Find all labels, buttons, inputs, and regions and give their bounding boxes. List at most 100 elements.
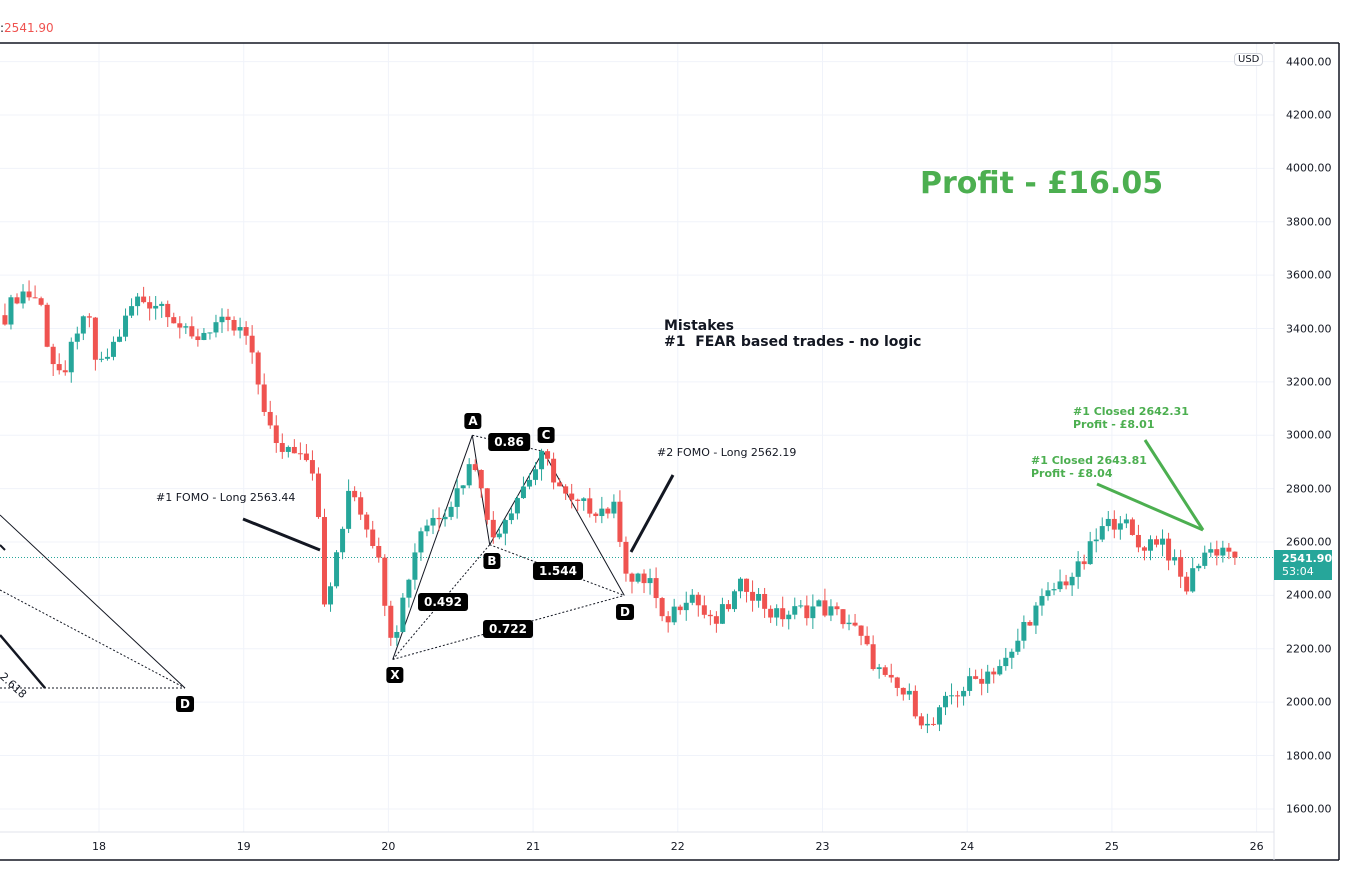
mistakes-item: #1 FEAR based trades - no logic xyxy=(664,334,922,350)
ratio-bd[interactable]: 1.544 xyxy=(533,562,583,580)
candle-up xyxy=(924,723,930,726)
candle-down xyxy=(321,517,327,605)
closed1-note[interactable]: #1 Closed 2642.31 Profit - £8.01 xyxy=(1073,405,1189,431)
candle-up xyxy=(159,303,165,306)
candle-up xyxy=(683,602,689,611)
candle-down xyxy=(303,453,309,461)
candle-up xyxy=(1208,549,1214,553)
currency-badge[interactable]: USD xyxy=(1234,53,1264,66)
pattern-point-b[interactable]: B xyxy=(483,553,501,569)
candle-down xyxy=(623,541,629,574)
candle-up xyxy=(68,341,74,373)
candle-up xyxy=(1045,590,1051,597)
fomo2-note[interactable]: #2 FOMO - Long 2562.19 xyxy=(657,446,797,459)
candle-down xyxy=(605,508,611,514)
candle-down xyxy=(569,493,575,500)
candle-up xyxy=(1051,589,1057,591)
ratio-xb[interactable]: 0.492 xyxy=(418,593,468,611)
candle-up xyxy=(442,516,448,520)
candle-up xyxy=(810,606,816,619)
left-pattern-tick xyxy=(0,544,6,551)
candle-down xyxy=(707,614,713,617)
candle-up xyxy=(334,552,340,587)
candle-down xyxy=(888,674,894,678)
time-tick: 23 xyxy=(815,840,830,853)
left-pattern-point-d[interactable]: D xyxy=(176,696,194,712)
time-tick: 18 xyxy=(92,840,106,853)
pattern-ratio-xb xyxy=(392,544,491,660)
candle-down xyxy=(665,616,671,623)
candle-down xyxy=(436,517,442,520)
candle-down xyxy=(382,557,388,606)
candle-up xyxy=(539,451,545,470)
candle-down xyxy=(894,677,900,688)
candle-down xyxy=(834,606,840,610)
mistakes-note[interactable]: Mistakes #1 FEAR based trades - no logic xyxy=(664,318,921,350)
candle-up xyxy=(1069,576,1075,586)
time-tick: 19 xyxy=(236,840,251,853)
pattern-point-x[interactable]: X xyxy=(386,667,404,683)
candle-down xyxy=(587,498,593,514)
candle-down xyxy=(1063,581,1069,586)
closed2-arrow xyxy=(1096,482,1204,532)
candle-down xyxy=(279,443,285,452)
ratio-ac[interactable]: 0.86 xyxy=(488,433,530,451)
candle-down xyxy=(195,336,201,341)
ratio-xd[interactable]: 0.722 xyxy=(483,620,533,638)
time-tick: 26 xyxy=(1249,840,1264,853)
candle-down xyxy=(273,425,279,444)
candle-down xyxy=(677,606,683,611)
candle-up xyxy=(1160,538,1166,545)
candle-down xyxy=(701,605,707,615)
candle-up xyxy=(906,690,912,695)
price-tick: 3000.00 xyxy=(1286,428,1332,442)
candle-up xyxy=(936,707,942,725)
profit-total-text[interactable]: Profit - £16.05 xyxy=(920,166,1164,201)
price-tick: 2000.00 xyxy=(1286,695,1332,709)
candle-up xyxy=(502,520,508,534)
candle-down xyxy=(243,327,249,336)
candle-down xyxy=(858,625,864,636)
candle-down xyxy=(955,695,961,697)
candle-down xyxy=(225,316,231,320)
candle-down xyxy=(490,519,496,538)
candle-up xyxy=(496,533,502,538)
candle-up xyxy=(213,322,219,333)
price-tick: 3600.00 xyxy=(1286,268,1332,282)
candle-down xyxy=(147,302,153,309)
time-tick: 20 xyxy=(381,840,396,853)
candle-up xyxy=(647,578,653,584)
candle-down xyxy=(979,678,985,684)
candle-down xyxy=(376,545,382,558)
candle-up xyxy=(418,531,424,553)
pattern-point-a[interactable]: A xyxy=(464,413,482,429)
candle-up xyxy=(1117,523,1123,530)
candle-up xyxy=(135,296,141,307)
candle-up xyxy=(110,341,116,357)
candle-down xyxy=(918,716,924,726)
candle-down xyxy=(804,605,810,619)
candle-down xyxy=(744,578,750,592)
candle-down xyxy=(1027,621,1033,626)
candle-up xyxy=(80,316,86,334)
candle-up xyxy=(942,695,948,708)
closed1-line1: #1 Closed 2642.31 xyxy=(1073,405,1189,418)
candle-up xyxy=(1015,640,1021,652)
fomo1-note[interactable]: #1 FOMO - Long 2563.44 xyxy=(156,491,296,504)
candle-up xyxy=(967,676,973,691)
candle-down xyxy=(1141,547,1147,551)
candle-down xyxy=(141,296,147,303)
candle-up xyxy=(460,485,466,489)
candle-up xyxy=(328,586,334,605)
closed2-note[interactable]: #1 Closed 2643.81 Profit - £8.04 xyxy=(1031,454,1147,480)
time-tick: 21 xyxy=(526,840,541,853)
pattern-point-d[interactable]: D xyxy=(616,604,634,620)
last-price-badge: 2541.90 53:04 xyxy=(1274,550,1332,580)
candle-up xyxy=(466,464,472,486)
candle-up xyxy=(635,573,641,582)
candle-down xyxy=(575,499,581,501)
candle-up xyxy=(340,528,346,553)
pattern-point-c[interactable]: C xyxy=(537,427,555,443)
candle-up xyxy=(104,356,110,359)
